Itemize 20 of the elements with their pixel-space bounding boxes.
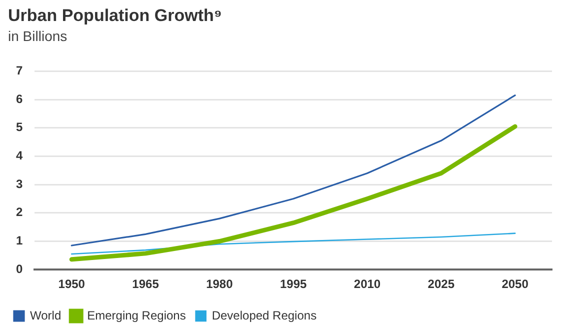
x-tick-label: 2025 <box>428 277 455 292</box>
x-tick-label: 2050 <box>502 277 529 292</box>
x-tick-label: 1950 <box>58 277 86 292</box>
x-tick-label: 2010 <box>354 277 381 292</box>
y-tick-label: 0 <box>16 262 23 276</box>
y-tick-label: 3 <box>16 176 23 191</box>
y-tick-label: 1 <box>16 234 23 248</box>
x-tick-label: 1965 <box>132 277 160 292</box>
chart-subtitle: in Billions <box>8 28 68 44</box>
y-tick-label: 4 <box>16 148 23 163</box>
y-tick-label: 5 <box>16 120 23 134</box>
y-tick-label: 2 <box>16 205 23 220</box>
legend-label: Developed Regions <box>212 308 317 322</box>
legend-label: World <box>30 308 62 322</box>
x-tick-label: 1980 <box>206 277 234 292</box>
legend-label: Emerging Regions <box>87 308 186 322</box>
y-tick-label: 7 <box>16 64 23 78</box>
chart-title: Urban Population Growth⁹ <box>8 6 222 26</box>
y-tick-label: 6 <box>16 92 23 106</box>
x-tick-label: 1995 <box>280 277 308 292</box>
